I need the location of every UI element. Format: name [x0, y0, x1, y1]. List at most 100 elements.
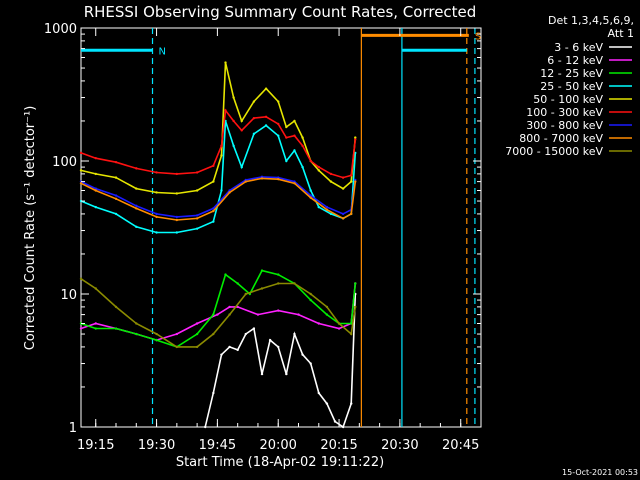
x-tick-label-2: 19:45 [199, 438, 236, 453]
x-tick-label-1: 19:30 [138, 438, 175, 453]
data-point [195, 227, 199, 230]
footer-timestamp: 15-Oct-2021 00:53 [562, 468, 638, 477]
data-point [94, 172, 97, 176]
legend-label-6: 300 - 800 keV [526, 119, 603, 132]
y-tick-label-0: 1 [69, 421, 77, 436]
data-point [244, 292, 247, 296]
series-line-6 [80, 176, 357, 218]
data-point [114, 160, 118, 164]
data-point [212, 164, 215, 168]
data-point [175, 218, 179, 222]
data-point [220, 353, 223, 356]
data-point [135, 204, 138, 208]
data-point [309, 292, 312, 296]
data-point [135, 332, 138, 336]
axes-layer: 19:15 19:30 19:45 20:00 20:15 20:30 20:45 1 10 10… [44, 22, 482, 453]
data-point [268, 338, 272, 342]
data-point [350, 332, 353, 336]
data-point [277, 273, 280, 276]
data-point [293, 119, 296, 123]
data-point [293, 282, 296, 285]
data-point [293, 149, 296, 152]
data-point [277, 282, 280, 285]
data-point [260, 177, 264, 180]
data-point [260, 287, 264, 290]
data-point [175, 192, 179, 195]
data-point [350, 174, 353, 177]
data-point [155, 332, 158, 336]
data-point [195, 332, 199, 336]
data-point [155, 171, 158, 174]
data-point [114, 197, 118, 200]
data-point [155, 212, 158, 216]
data-point [236, 348, 239, 352]
data-point [325, 305, 329, 309]
data-point [293, 134, 296, 137]
flag-label-0: N [159, 46, 166, 57]
data-point [94, 156, 97, 160]
data-point [333, 420, 337, 423]
data-point [232, 96, 235, 99]
data-point [341, 217, 345, 220]
data-point [240, 119, 243, 123]
data-point [329, 212, 333, 216]
data-point [204, 425, 207, 429]
data-point [232, 119, 235, 123]
series-line-8 [80, 278, 357, 348]
data-point [135, 225, 138, 229]
data-point [244, 180, 247, 183]
data-point [317, 391, 320, 395]
chart-title: RHESSI Observing Summary Count Rates, Co… [84, 3, 477, 21]
x-tick-label-0: 19:15 [77, 438, 114, 453]
data-point [309, 196, 312, 199]
data-point [317, 205, 320, 209]
data-point [212, 180, 215, 183]
data-point [114, 327, 118, 330]
data-point [350, 402, 353, 405]
data-point [228, 345, 231, 349]
data-point [341, 212, 345, 216]
data-point [114, 194, 118, 197]
data-point [277, 122, 280, 126]
data-point [212, 220, 215, 223]
data-point [293, 180, 296, 183]
data-point [224, 109, 227, 112]
data-point [329, 172, 333, 176]
data-point [244, 332, 247, 336]
data-point [94, 189, 97, 192]
data-point [220, 144, 223, 148]
data-point [228, 189, 231, 192]
data-point [350, 212, 353, 216]
data-point [301, 136, 304, 139]
data-point [212, 209, 215, 213]
data-point [220, 189, 223, 192]
data-point [325, 208, 329, 211]
data-point [228, 305, 231, 309]
data-point [114, 305, 118, 309]
data-point [350, 180, 353, 183]
y-tick-label-2: 100 [52, 155, 77, 170]
data-point [309, 189, 312, 192]
data-point [301, 353, 304, 356]
data-point [252, 327, 256, 330]
legend-header: Det 1,3,4,5,6,9, [548, 14, 634, 27]
data-point [260, 372, 264, 376]
data-point [341, 187, 345, 190]
data-point [195, 345, 199, 349]
x-tick-label-5: 20:30 [381, 438, 418, 453]
data-point [195, 322, 199, 325]
data-point [224, 273, 227, 276]
data-point [325, 313, 329, 316]
data-point [79, 277, 83, 281]
data-point [317, 165, 320, 169]
data-point [256, 313, 260, 316]
data-point [285, 136, 288, 139]
y-tick-label-1: 10 [60, 288, 77, 303]
data-point [354, 282, 357, 285]
data-point [212, 207, 215, 210]
data-point [277, 134, 280, 137]
data-point [293, 182, 296, 185]
